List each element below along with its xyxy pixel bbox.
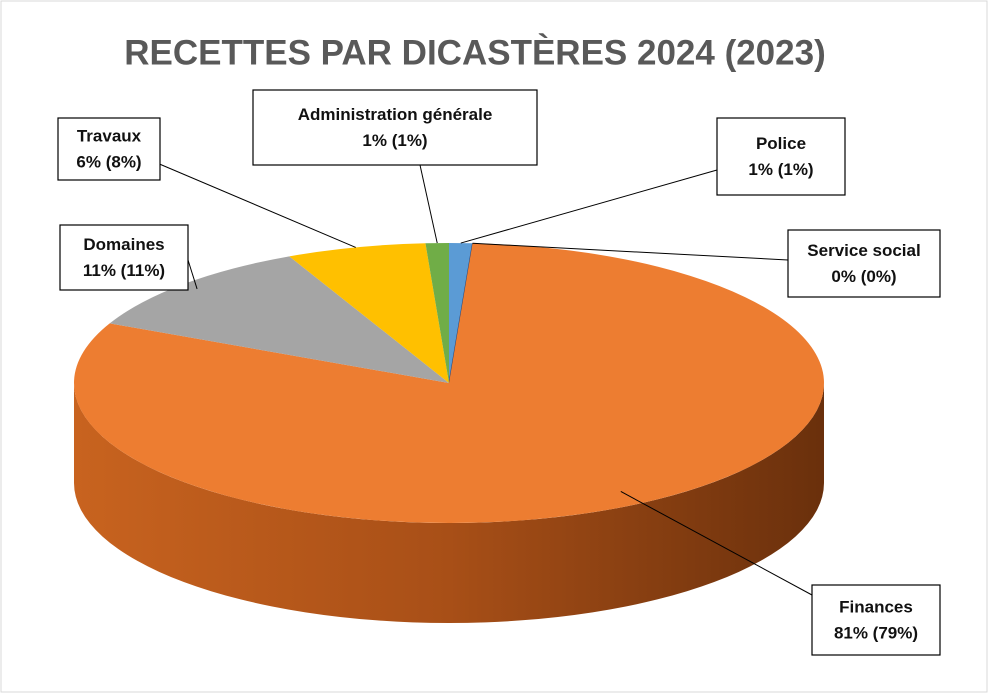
leader-line xyxy=(460,169,718,244)
label-value: 1% (1%) xyxy=(362,131,427,150)
label-box xyxy=(59,224,189,291)
slice xyxy=(425,243,449,383)
label-name: Finances xyxy=(839,597,913,616)
label-box xyxy=(252,89,538,166)
leader-line xyxy=(472,242,789,261)
label-value: 1% (1%) xyxy=(748,160,813,179)
slice xyxy=(73,243,824,524)
slice xyxy=(289,243,449,383)
leader-line xyxy=(620,491,813,596)
chart-title: RECETTES PAR DICASTÈRES 2024 (2023) xyxy=(124,32,826,72)
label-box xyxy=(787,229,941,298)
label-box xyxy=(716,117,846,196)
label-value: 11% (11%) xyxy=(83,261,165,280)
label-box xyxy=(811,584,941,656)
slice xyxy=(109,256,450,383)
label-name: Service social xyxy=(807,241,920,260)
leader-line xyxy=(419,164,438,244)
label-name: Administration générale xyxy=(298,105,493,124)
label-name: Domaines xyxy=(83,235,164,254)
leader-line xyxy=(187,259,198,290)
label-value: 0% (0%) xyxy=(831,267,896,286)
label-box xyxy=(57,117,161,181)
label-value: 81% (79%) xyxy=(834,623,918,642)
slice xyxy=(448,243,474,384)
leader-line xyxy=(149,159,356,248)
label-value: 6% (8%) xyxy=(76,152,141,171)
label-name: Police xyxy=(756,134,806,153)
slice-side xyxy=(74,383,824,623)
label-name: Travaux xyxy=(77,126,142,145)
